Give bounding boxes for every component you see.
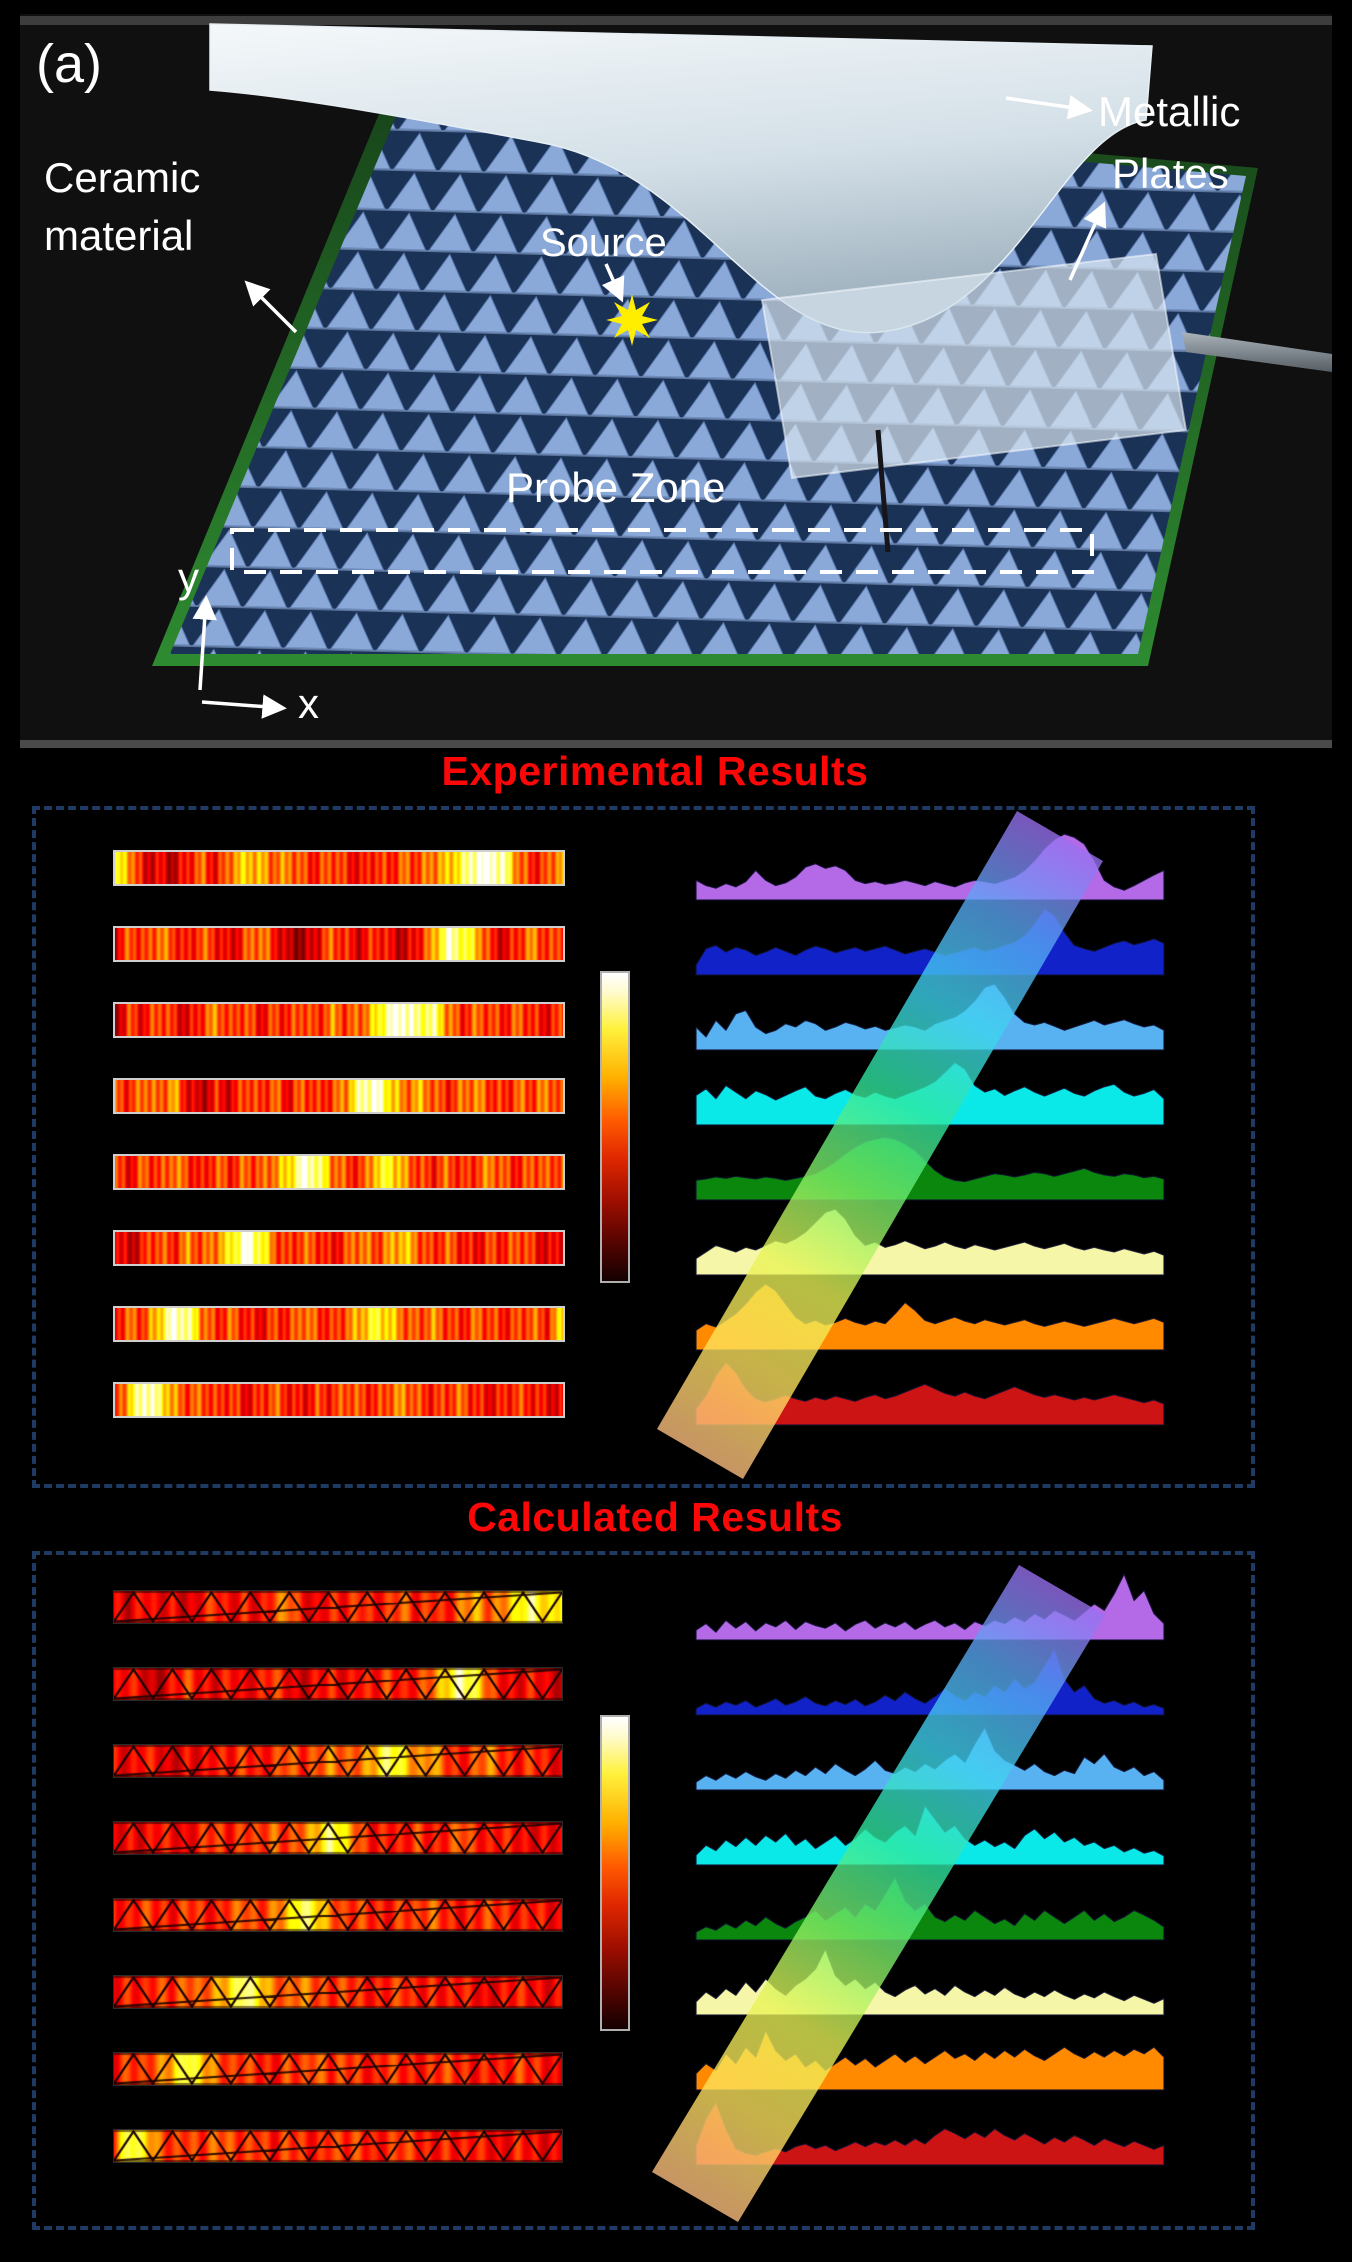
experimental-box: [32, 806, 1255, 1488]
heatmap-strip-calc-6: [113, 1975, 563, 2009]
colorbar-experimental: [600, 971, 630, 1283]
heatmap-strip-calc-7: [113, 2052, 563, 2086]
heatmap-strip-calc-2: [113, 1667, 563, 1701]
probe-zone-label: Probe Zone: [506, 464, 725, 511]
metallic-label-line2: Plates: [1112, 150, 1229, 197]
photo-bottom-edge: [20, 740, 1332, 748]
ceramic-label-line2: material: [44, 212, 193, 259]
heatmap-strip-exp-1: [113, 850, 565, 886]
heatmap-strip-calc-8: [113, 2129, 563, 2163]
heatmap-strip-exp-7: [113, 1306, 565, 1342]
heatmap-strip-exp-2: [113, 926, 565, 962]
heatmap-strip-exp-3: [113, 1002, 565, 1038]
y-axis-label: y: [178, 554, 199, 601]
plate-rod: [1182, 332, 1332, 372]
x-axis-label: x: [298, 680, 319, 727]
calculated-title: Calculated Results: [467, 1494, 843, 1540]
probe-zone-box: [230, 528, 1094, 574]
photo-top-edge: [20, 16, 1332, 25]
probe-needle: [875, 429, 891, 553]
ceramic-label-line1: Ceramic: [44, 154, 200, 201]
source-arrow: [601, 263, 625, 303]
source-label: Source: [540, 221, 667, 265]
colorbar-calculated: [600, 1715, 630, 2031]
panel-label: (a): [36, 34, 102, 94]
x-axis-arrow: [201, 694, 287, 719]
heatmap-strip-exp-4: [113, 1078, 565, 1114]
photo-background: [20, 14, 1332, 741]
ceramic-arrow: [244, 280, 298, 334]
metallic-plate-top: [209, 23, 1153, 334]
source-star-icon: [606, 294, 658, 346]
metallic-arrow-bottom: [1068, 201, 1107, 281]
experimental-title: Experimental Results: [441, 748, 869, 794]
heatmap-strip-calc-1: [113, 1590, 563, 1624]
green-board: [152, 92, 1258, 666]
heatmap-strip-exp-6: [113, 1230, 565, 1266]
metallic-arrow-top: [1005, 95, 1093, 120]
y-axis-arrow: [192, 595, 217, 691]
calculated-box: [32, 1551, 1255, 2230]
metallic-label-line1: Metallic: [1098, 88, 1240, 135]
heatmap-strip-calc-5: [113, 1898, 563, 1932]
metallic-plate-hand: [760, 252, 1188, 480]
ceramic-lattice: [170, 102, 1246, 654]
heatmap-strip-calc-3: [113, 1744, 563, 1778]
heatmap-strip-calc-4: [113, 1821, 563, 1855]
heatmap-strip-exp-8: [113, 1382, 565, 1418]
heatmap-strip-exp-5: [113, 1154, 565, 1190]
panel-a-scene: (a) Ceramic material Source Metallic Pla…: [20, 14, 1332, 748]
